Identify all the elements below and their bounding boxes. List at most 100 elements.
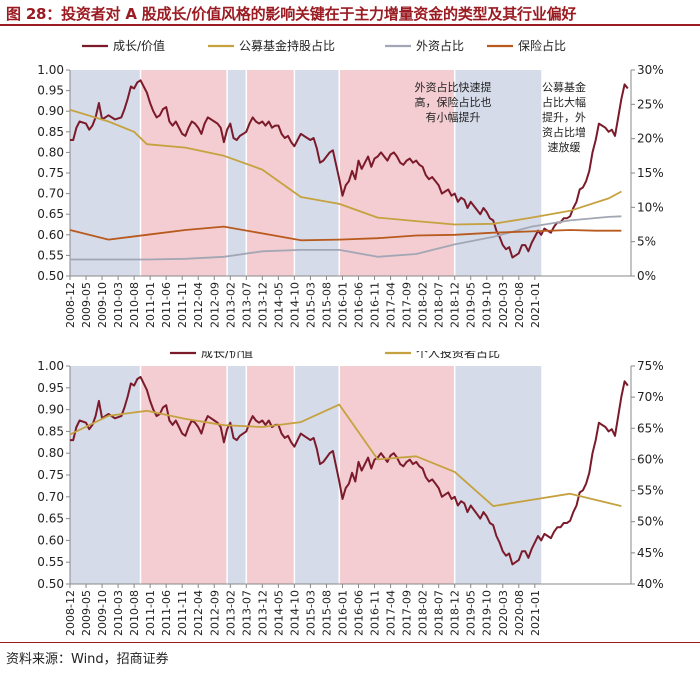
y-right-tick-label: 25%	[637, 97, 664, 111]
y-left-tick-label: 0.70	[37, 187, 64, 201]
y-left-tick-label: 0.55	[37, 555, 64, 569]
x-tick-label: 2019-05	[465, 282, 478, 328]
x-tick-label: 2018-07	[433, 282, 446, 328]
x-tick-label: 2020-08	[513, 282, 526, 328]
y-right-tick-label: 55%	[637, 484, 664, 498]
x-tick-label: 2012-09	[208, 590, 221, 636]
y-left-tick-label: 0.70	[37, 490, 64, 504]
regime-band	[227, 366, 247, 584]
title-divider	[0, 24, 700, 26]
legend-label: 成长/价值	[113, 38, 165, 53]
x-tick-label: 2011-01	[144, 590, 157, 636]
y-left-tick-label: 0.80	[37, 446, 64, 460]
x-tick-label: 2009-10	[96, 282, 109, 328]
y-left-tick-label: 0.85	[37, 424, 64, 438]
y-left-tick-label: 0.90	[37, 104, 64, 118]
y-left-tick-label: 0.50	[37, 269, 64, 283]
x-tick-label: 2014-10	[288, 590, 301, 636]
x-tick-label: 2010-08	[128, 282, 141, 328]
x-tick-label: 2011-11	[176, 282, 189, 328]
legend-label: 保险占比	[518, 38, 566, 53]
x-tick-label: 2019-05	[465, 590, 478, 636]
x-tick-label: 2010-03	[112, 590, 125, 636]
x-tick-label: 2009-05	[80, 282, 93, 328]
x-tick-label: 2010-08	[128, 590, 141, 636]
x-tick-label: 2018-02	[417, 590, 430, 636]
legend-label: 外资占比	[416, 38, 464, 53]
x-tick-label: 2020-08	[513, 590, 526, 636]
y-left-tick-label: 0.85	[37, 125, 64, 139]
x-tick-label: 2012-04	[192, 590, 205, 636]
source-note: 资料来源：Wind，招商证券	[6, 652, 169, 667]
annotation-line: 高，保险占比也	[414, 96, 492, 109]
annotation-line: 外资占比快速提	[414, 81, 492, 94]
x-tick-label: 2016-11	[369, 590, 382, 636]
y-right-tick-label: 60%	[637, 452, 664, 466]
regime-band	[339, 366, 455, 584]
x-tick-label: 2011-01	[144, 282, 157, 328]
y-right-tick-label: 65%	[637, 421, 664, 435]
series-line	[70, 79, 629, 259]
regime-band	[140, 366, 228, 584]
regime-band	[294, 366, 340, 584]
x-tick-label: 2020-03	[497, 282, 510, 328]
x-tick-label: 2015-08	[320, 282, 333, 328]
y-left-tick-label: 1.00	[37, 359, 64, 373]
x-tick-label: 2018-12	[449, 282, 462, 328]
regime-band	[246, 366, 295, 584]
y-left-tick-label: 0.60	[37, 228, 64, 242]
regime-band	[140, 70, 228, 276]
x-tick-label: 2013-02	[224, 282, 237, 328]
annotation-line: 速放缓	[547, 141, 581, 154]
chart-bottom: 0.50 0.55 0.60 0.65 0.70 0.75 0.80 0.85 0.90 0.95…	[37, 351, 664, 636]
series-line	[69, 403, 622, 507]
annotation-line: 公募基金	[542, 81, 586, 94]
y-left-tick-label: 0.65	[37, 207, 64, 221]
x-tick-label: 2012-09	[208, 282, 221, 328]
x-tick-label: 2010-03	[112, 282, 125, 328]
y-right-tick-label: 70%	[637, 390, 664, 404]
regime-band	[246, 70, 295, 276]
regime-band	[454, 366, 542, 584]
y-right-tick-label: 5%	[637, 235, 656, 249]
x-tick-label: 2013-12	[256, 282, 269, 328]
regime-band	[227, 70, 247, 276]
figure-title: 图 28：投资者对 A 股成长/价值风格的影响关键在于主力增量资金的类型及其行业…	[6, 5, 577, 23]
x-tick-label: 2013-12	[256, 590, 269, 636]
x-tick-label: 2017-04	[385, 282, 398, 328]
x-tick-label: 2013-07	[240, 590, 253, 636]
x-tick-label: 2015-08	[320, 590, 333, 636]
x-tick-label: 2014-05	[272, 282, 285, 328]
footer-divider	[0, 642, 700, 643]
x-tick-label: 2011-11	[176, 590, 189, 636]
series-line	[70, 215, 622, 261]
x-tick-label: 2020-03	[497, 590, 510, 636]
x-tick-label: 2018-02	[417, 282, 430, 328]
y-right-tick-label: 50%	[637, 515, 664, 529]
y-left-tick-label: 0.95	[37, 381, 64, 395]
x-tick-label: 2009-10	[96, 590, 109, 636]
y-right-tick-label: 20%	[637, 132, 664, 146]
y-right-tick-label: 10%	[637, 200, 664, 214]
x-tick-label: 2016-01	[336, 590, 349, 636]
y-left-tick-label: 0.95	[37, 84, 64, 98]
annotation-line: 提升，外	[542, 111, 586, 124]
regime-band	[70, 70, 141, 276]
x-tick-label: 2014-05	[272, 590, 285, 636]
regime-band	[294, 70, 340, 276]
y-left-tick-label: 1.00	[37, 63, 64, 77]
legend-label: 公募基金持股占比	[239, 38, 335, 53]
x-tick-label: 2011-06	[160, 282, 173, 328]
x-tick-label: 2011-06	[160, 590, 173, 636]
regime-band	[70, 366, 141, 584]
x-tick-label: 2009-05	[80, 590, 93, 636]
x-tick-label: 2018-12	[449, 590, 462, 636]
x-tick-label: 2013-07	[240, 282, 253, 328]
chart-top: 0.50 0.55 0.60 0.65 0.70 0.75 0.80 0.85 0.90 0.95…	[37, 38, 664, 328]
legend-label: 成长/价值	[201, 351, 253, 360]
x-tick-label: 2013-02	[224, 590, 237, 636]
x-tick-label: 2016-06	[353, 282, 366, 328]
x-tick-label: 2016-11	[369, 282, 382, 328]
regime-band	[339, 70, 455, 276]
x-tick-label: 2008-12	[64, 590, 77, 636]
